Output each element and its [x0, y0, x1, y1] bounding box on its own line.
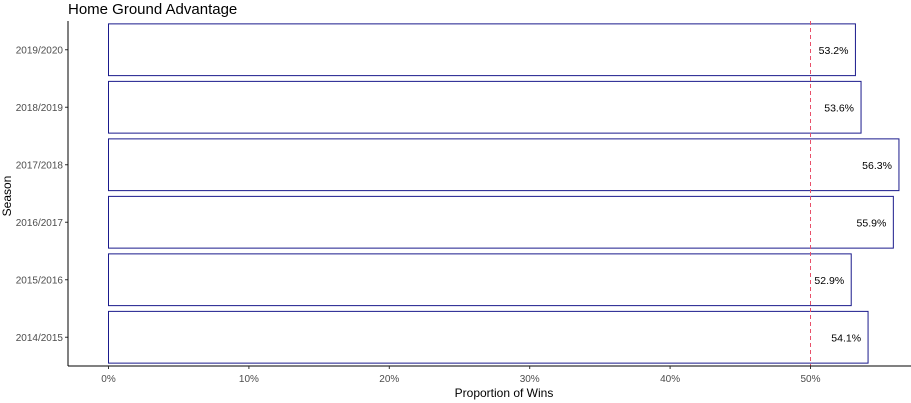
y-tick-label: 2015/2016 [16, 275, 64, 286]
bar-value-label: 53.2% [819, 45, 849, 57]
x-tick-label: 20% [379, 374, 399, 385]
y-tick-label: 2019/2020 [16, 45, 64, 56]
bar-value-label: 55.9% [857, 217, 887, 229]
x-tick-label: 10% [239, 374, 259, 385]
x-tick-label: 50% [800, 374, 820, 385]
bar-2018-2019 [108, 80, 862, 134]
bar-labels-group: 54.1% 52.9% 55.9% 56.3% 53.6% 53.2% [814, 45, 892, 345]
y-tick-label: 2018/2019 [16, 103, 64, 114]
y-tick-label: 2014/2015 [16, 333, 64, 344]
x-tick-label: 30% [520, 374, 540, 385]
x-axis: 0% 10% 20% 30% 40% 50% [68, 365, 911, 385]
bar-value-label: 52.9% [814, 275, 844, 287]
bar-value-label: 56.3% [862, 160, 892, 172]
bars-group [108, 23, 900, 364]
x-axis-title: Proportion of Wins [455, 386, 554, 400]
y-axis: 2014/2015 2015/2016 2016/2017 2017/2018 2018… [16, 21, 69, 366]
bar-value-label: 53.6% [824, 102, 854, 114]
bar-value-label: 54.1% [831, 332, 861, 344]
bar-2015-2016 [108, 253, 852, 307]
y-tick-label: 2017/2018 [16, 160, 64, 171]
y-tick-label: 2016/2017 [16, 218, 64, 229]
chart-title: Home Ground Advantage [68, 1, 238, 18]
x-tick-label: 40% [660, 374, 680, 385]
bar-2019-2020 [108, 23, 856, 77]
y-axis-title: Season [0, 176, 14, 217]
bar-2017-2018 [108, 138, 900, 192]
bar-2016-2017 [108, 195, 894, 249]
bar-2014-2015 [108, 310, 869, 364]
x-tick-label: 0% [101, 374, 116, 385]
